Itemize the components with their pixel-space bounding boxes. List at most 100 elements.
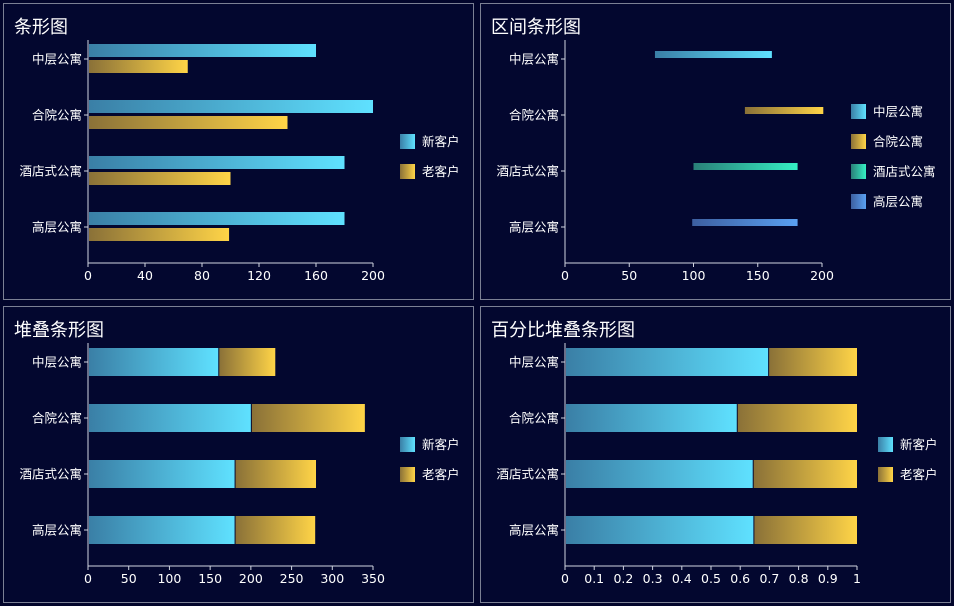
bar-old-customer[interactable]	[89, 116, 288, 129]
stacked-bar-new-customer[interactable]	[89, 348, 219, 376]
x-tick-label: 200	[361, 268, 385, 283]
x-tick-label: 40	[137, 268, 153, 283]
bar-new-customer[interactable]	[89, 156, 345, 169]
legend-label: 老客户	[422, 164, 460, 179]
x-tick-label: 0.5	[701, 571, 721, 586]
category-label: 合院公寓	[509, 108, 559, 123]
x-tick-label: 0.9	[818, 571, 838, 586]
panel-title: 区间条形图	[491, 17, 581, 38]
bar-new-customer[interactable]	[89, 100, 373, 113]
percent-stacked-bar-chart: 0 0.1 0.2 0.3 0.4 0.5 0.6 0.7 0.8 0.9 1 中层公寓合院公寓酒店式…	[496, 343, 938, 586]
x-tick-label: 100	[682, 268, 706, 283]
x-tick-label: 0.7	[759, 571, 779, 586]
bar-new-customer[interactable]	[89, 44, 316, 57]
x-tick-label: 0.3	[643, 571, 663, 586]
x-tick-label: 160	[304, 268, 328, 283]
category-label: 中层公寓	[509, 52, 559, 67]
percent-bar-old-customer[interactable]	[753, 460, 857, 488]
bar-old-customer[interactable]	[89, 60, 188, 73]
x-tick-label: 150	[746, 268, 770, 283]
category-label: 高层公寓	[32, 523, 82, 538]
stacked-bar-old-customer[interactable]	[251, 404, 365, 432]
x-tick-label: 80	[194, 268, 210, 283]
legend-label: 中层公寓	[873, 104, 923, 119]
x-tick-label: 0	[84, 571, 92, 586]
x-tick-label: 350	[361, 571, 385, 586]
stacked-bar-new-customer[interactable]	[89, 460, 235, 488]
x-tick-label: 0	[561, 268, 569, 283]
range-bar-chart: 0 50 100 150 200中层公寓合院公寓酒店式公寓高层公寓中层公寓合院公寓酒店式…	[496, 40, 936, 283]
x-tick-label: 0.8	[789, 571, 809, 586]
percent-bar-new-customer[interactable]	[566, 460, 753, 488]
legend-label: 酒店式公寓	[873, 164, 936, 179]
legend-label: 新客户	[900, 437, 938, 452]
legend-swatch	[400, 437, 415, 452]
legend-label: 合院公寓	[873, 134, 923, 149]
category-label: 酒店式公寓	[496, 164, 559, 179]
panel-title: 堆叠条形图	[14, 320, 104, 341]
x-tick-label: 0.4	[672, 571, 692, 586]
legend-swatch	[400, 164, 415, 179]
x-tick-label: 100	[157, 571, 181, 586]
legend-swatch	[851, 134, 866, 149]
stacked-bar-old-customer[interactable]	[235, 460, 316, 488]
range-bar[interactable]	[693, 163, 798, 170]
legend-swatch	[878, 467, 893, 482]
percent-stacked-bar-chart-panel: 百分比堆叠条形图 0 0.1 0.2 0.3 0.4 0.5 0.6 0.7 0.8 0.9 1 中层…	[480, 306, 951, 603]
stacked-bar-new-customer[interactable]	[89, 404, 251, 432]
legend-label: 高层公寓	[873, 194, 923, 209]
bar-chart-panel: 条形图 0 40 80 120 160 200 中层公寓 合院公寓 酒店式公寓 高层公寓 新客户 老客…	[3, 3, 474, 300]
x-tick-label: 300	[320, 571, 344, 586]
stacked-bar-new-customer[interactable]	[89, 516, 235, 544]
stacked-bar-old-customer[interactable]	[235, 516, 316, 544]
category-label: 中层公寓	[32, 355, 82, 370]
stacked-bar-old-customer[interactable]	[219, 348, 276, 376]
range-bar-chart-panel: 区间条形图 0 50 100 150 200 中层公寓 合院公寓 酒店式公寓 高层公寓 中层公寓合…	[480, 3, 951, 300]
x-tick-label: 0.6	[730, 571, 750, 586]
legend-swatch	[878, 437, 893, 452]
category-label: 酒店式公寓	[19, 467, 82, 482]
legend-label: 新客户	[422, 134, 460, 149]
x-tick-label: 0.2	[613, 571, 633, 586]
category-label: 高层公寓	[509, 220, 559, 235]
x-tick-label: 0	[561, 571, 569, 586]
x-tick-label: 250	[280, 571, 304, 586]
x-tick-label: 50	[621, 268, 637, 283]
x-tick-label: 50	[121, 571, 137, 586]
percent-bar-new-customer[interactable]	[566, 348, 769, 376]
range-bar[interactable]	[654, 51, 772, 58]
percent-bar-old-customer[interactable]	[754, 516, 857, 544]
legend-swatch	[851, 104, 866, 119]
category-label: 高层公寓	[509, 523, 559, 538]
x-tick-label: 150	[198, 571, 222, 586]
panel-title: 条形图	[14, 17, 68, 38]
percent-bar-new-customer[interactable]	[566, 404, 737, 432]
category-label: 酒店式公寓	[19, 164, 82, 179]
legend-label: 老客户	[422, 467, 460, 482]
percent-bar-old-customer[interactable]	[737, 404, 857, 432]
category-label: 高层公寓	[32, 220, 82, 235]
x-tick-label: 0	[84, 268, 92, 283]
stacked-bar-chart-panel: 堆叠条形图 0 50 100 150 200 250 300 350 中层公寓合院公寓酒店式公寓…	[3, 306, 474, 603]
bar-old-customer[interactable]	[89, 228, 230, 241]
percent-bar-new-customer[interactable]	[566, 516, 754, 544]
percent-bar-old-customer[interactable]	[769, 348, 857, 376]
bar-old-customer[interactable]	[89, 172, 231, 185]
range-bar[interactable]	[692, 219, 798, 226]
bar-new-customer[interactable]	[89, 212, 345, 225]
x-tick-label: 200	[239, 571, 263, 586]
range-bar[interactable]	[744, 107, 824, 114]
x-tick-label: 200	[810, 268, 834, 283]
legend-label: 老客户	[900, 467, 938, 482]
x-tick-label: 1	[853, 571, 861, 586]
category-label: 合院公寓	[32, 108, 82, 123]
category-label: 合院公寓	[32, 411, 82, 426]
category-label: 中层公寓	[509, 355, 559, 370]
x-tick-label: 0.1	[584, 571, 604, 586]
x-tick-label: 120	[247, 268, 271, 283]
legend-swatch	[851, 194, 866, 209]
panel-title: 百分比堆叠条形图	[491, 320, 635, 341]
legend-swatch	[400, 134, 415, 149]
